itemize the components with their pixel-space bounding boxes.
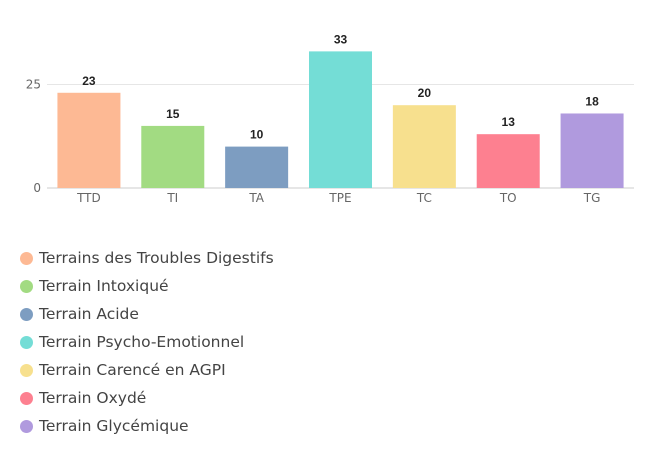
legend-swatch [20, 307, 33, 321]
bar-ttd [57, 92, 121, 188]
data-labels: 23 15 10 33 20 13 18 [82, 32, 599, 141]
x-axis-ticks: TTD TI TA TPE TC TO TG [76, 191, 600, 205]
data-label: 13 [502, 115, 516, 129]
legend-swatch [20, 391, 33, 405]
legend-item[interactable]: Terrains des Troubles Digestifs [20, 244, 274, 272]
legend-label: Terrain Intoxiqué [39, 277, 169, 295]
legend-item[interactable]: Terrain Intoxiqué [20, 272, 274, 300]
legend-label: Terrain Acide [39, 305, 139, 323]
bar-ti [141, 125, 205, 188]
data-label: 15 [166, 107, 180, 121]
legend-swatch [20, 419, 33, 433]
y-axis-ticks: 0 25 [26, 78, 41, 196]
bar-chart: 0 25 23 15 10 33 20 13 18 TTD TI TA TPE TC TO TG [26, 32, 634, 205]
legend-label: Terrain Oxydé [39, 389, 147, 407]
x-tick-label: TO [499, 191, 517, 205]
data-label: 33 [334, 32, 348, 46]
legend-swatch [20, 363, 33, 377]
data-label: 23 [82, 74, 96, 88]
bars [57, 51, 624, 188]
legend-item[interactable]: Terrain Psycho-Emotionnel [20, 328, 274, 356]
bar-tpe [309, 51, 372, 188]
legend-swatch [20, 251, 33, 265]
x-tick-label: TI [166, 191, 178, 205]
legend-label: Terrain Glycémique [39, 417, 189, 435]
bar-tg [560, 113, 624, 188]
y-tick-label: 25 [26, 78, 41, 92]
legend-label: Terrains des Troubles Digestifs [39, 249, 274, 267]
legend-swatch [20, 335, 33, 349]
legend-label: Terrain Carencé en AGPI [39, 361, 226, 379]
x-tick-label: TPE [328, 191, 351, 205]
legend-label: Terrain Psycho-Emotionnel [39, 333, 245, 351]
bar-ta [225, 146, 289, 188]
x-tick-label: TTD [76, 191, 101, 205]
x-tick-label: TG [583, 191, 601, 205]
data-label: 10 [250, 128, 264, 142]
x-tick-label: TC [416, 191, 432, 205]
legend-swatch [20, 279, 33, 293]
data-label: 18 [585, 94, 599, 108]
legend-item[interactable]: Terrain Oxydé [20, 384, 274, 412]
bar-to [476, 134, 540, 188]
chart-legend: Terrains des Troubles Digestifs Terrain I… [20, 244, 274, 440]
y-tick-label: 0 [33, 181, 41, 195]
data-label: 20 [418, 86, 432, 100]
x-tick-label: TA [248, 191, 264, 205]
legend-item[interactable]: Terrain Glycémique [20, 412, 274, 440]
bar-tc [392, 105, 456, 188]
legend-item[interactable]: Terrain Acide [20, 300, 274, 328]
legend-item[interactable]: Terrain Carencé en AGPI [20, 356, 274, 384]
